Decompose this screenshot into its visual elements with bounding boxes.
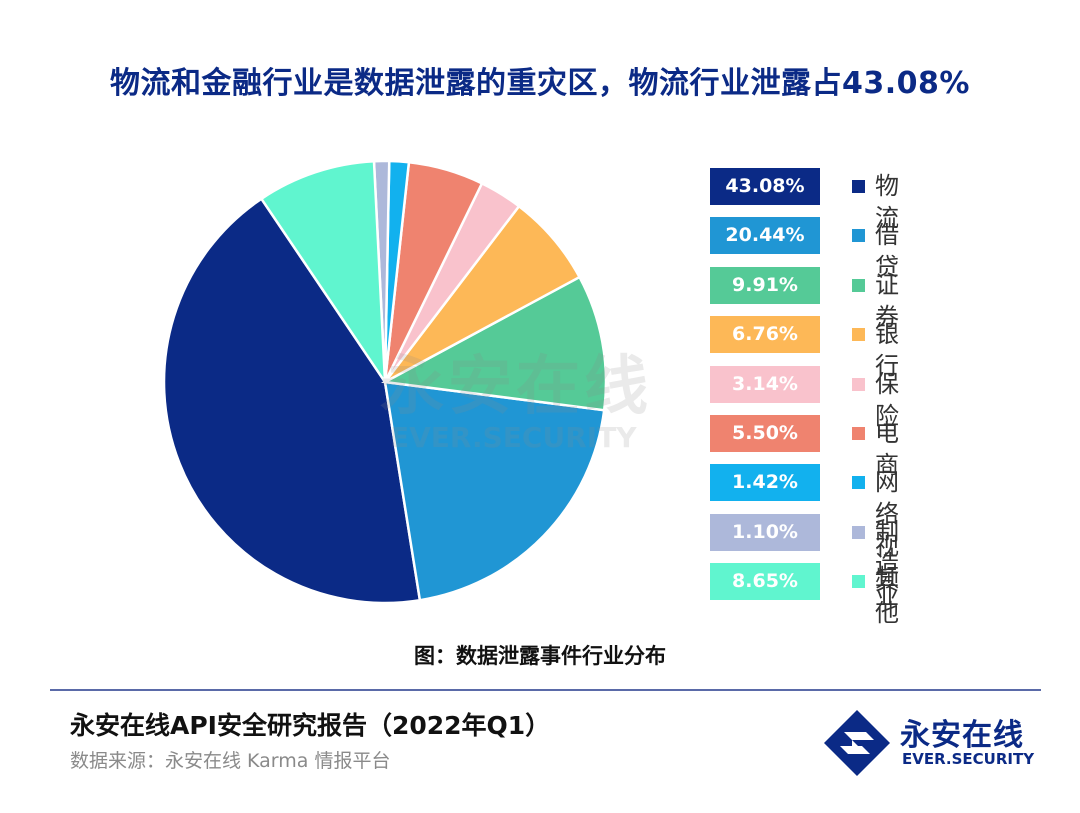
logo-text-cn: 永安在线 xyxy=(900,718,1024,753)
legend-swatch xyxy=(852,575,865,589)
chart-caption: 图：数据泄露事件行业分布 xyxy=(414,644,666,668)
legend-swatch xyxy=(852,377,865,391)
legend-value-badge: 5.50% xyxy=(710,414,820,452)
pie-slice-2 xyxy=(383,380,606,602)
legend-value-badge: 8.65% xyxy=(710,563,820,601)
footer-divider xyxy=(50,689,1041,691)
legend-swatch xyxy=(852,476,865,490)
pie-slice-1 xyxy=(162,197,422,605)
legend-label: 证券 xyxy=(875,270,899,331)
legend-value-badge: 3.14% xyxy=(710,365,820,403)
data-source: 数据来源：永安在线 Karma 情报平台 xyxy=(70,750,391,772)
legend-label: 制造业 xyxy=(875,517,899,610)
legend-value-badge: 1.10% xyxy=(710,513,820,551)
logo-mark-icon xyxy=(824,710,890,776)
legend-label: 保险 xyxy=(875,369,899,430)
legend-swatch xyxy=(852,525,865,539)
logo-text-en: EVER.SECURITY xyxy=(902,750,1035,768)
legend-swatch xyxy=(852,426,865,440)
legend-value-badge: 6.76% xyxy=(710,316,820,354)
legend-swatch xyxy=(852,180,865,193)
legend-label: 银行 xyxy=(875,320,899,381)
legend-label: 其他 xyxy=(875,567,899,628)
brand-logo: 永安在线 EVER.SECURITY xyxy=(822,708,1042,778)
legend-swatch xyxy=(852,278,865,292)
legend-label: 物流 xyxy=(875,172,899,232)
legend-label: 电商 xyxy=(875,418,899,479)
legend-label: 借贷 xyxy=(875,221,899,282)
pie-slice-3 xyxy=(380,275,608,412)
report-title: 永安在线API安全研究报告（2022年Q1） xyxy=(70,711,551,740)
legend-value-badge: 9.91% xyxy=(710,266,820,304)
legend-value-badge: 1.42% xyxy=(710,464,820,502)
legend-value-badge: 43.08% xyxy=(710,168,820,205)
legend-swatch xyxy=(852,328,865,342)
legend-swatch xyxy=(852,229,865,243)
legend-value-badge: 20.44% xyxy=(710,217,820,255)
chart-title: 物流和金融行业是数据泄露的重灾区，物流行业泄露占43.08% xyxy=(110,66,970,101)
pie-chart xyxy=(162,159,608,605)
pie-slice-9 xyxy=(259,159,387,387)
legend-label: 网络视频 xyxy=(875,468,899,593)
